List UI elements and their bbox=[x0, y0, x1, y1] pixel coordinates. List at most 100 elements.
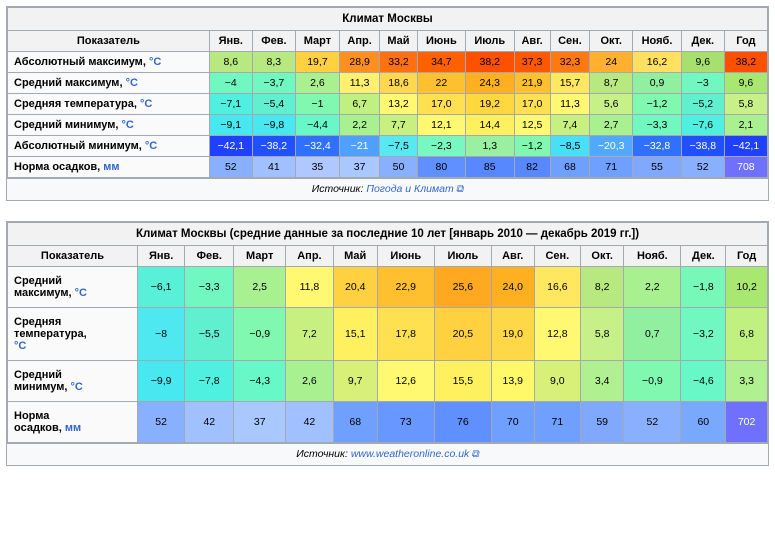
data-cell: −42,1 bbox=[209, 136, 252, 157]
data-cell: 17,0 bbox=[514, 94, 550, 115]
data-cell: 28,9 bbox=[340, 52, 380, 73]
data-cell: 42 bbox=[185, 402, 234, 443]
data-cell: −3 bbox=[681, 73, 724, 94]
data-cell: 11,8 bbox=[286, 267, 333, 308]
data-cell: 15,1 bbox=[333, 308, 377, 361]
data-cell: 12,1 bbox=[417, 115, 465, 136]
table-title: Климат Москвы bbox=[8, 8, 768, 31]
data-cell: 7,4 bbox=[550, 115, 589, 136]
data-cell: −38,8 bbox=[681, 136, 724, 157]
data-cell: 2,5 bbox=[234, 267, 286, 308]
data-cell: 8,3 bbox=[252, 52, 295, 73]
data-cell: 24,3 bbox=[466, 73, 514, 94]
row-label: Абсолютный максимум, °C bbox=[8, 52, 210, 73]
data-cell: 37,3 bbox=[514, 52, 550, 73]
data-cell: 17,8 bbox=[377, 308, 434, 361]
data-cell: −4 bbox=[209, 73, 252, 94]
col-header: Сен. bbox=[550, 31, 589, 52]
data-cell: −32,8 bbox=[633, 136, 681, 157]
source-link-2[interactable]: www.weatheronline.co.uk bbox=[351, 448, 469, 460]
data-cell: 12,5 bbox=[514, 115, 550, 136]
unit-link[interactable]: °C bbox=[149, 56, 161, 68]
data-cell: 702 bbox=[726, 402, 768, 443]
col-header: Июль bbox=[466, 31, 514, 52]
data-cell: 25,6 bbox=[434, 267, 491, 308]
data-cell: −38,2 bbox=[252, 136, 295, 157]
col-header: Окт. bbox=[581, 246, 624, 267]
unit-link[interactable]: °C bbox=[14, 340, 26, 352]
data-cell: −4,3 bbox=[234, 361, 286, 402]
unit-link[interactable]: °C bbox=[140, 98, 152, 110]
data-cell: 70 bbox=[491, 402, 534, 443]
col-header: Год bbox=[726, 246, 768, 267]
data-cell: 52 bbox=[209, 157, 252, 178]
data-cell: 16,2 bbox=[633, 52, 681, 73]
data-cell: −42,1 bbox=[724, 136, 767, 157]
col-header: Авг. bbox=[491, 246, 534, 267]
col-header: Фев. bbox=[185, 246, 234, 267]
row-label: Средняятемпература,°C bbox=[8, 308, 138, 361]
data-cell: −3,3 bbox=[185, 267, 234, 308]
data-cell: 15,7 bbox=[550, 73, 589, 94]
col-header: Год bbox=[724, 31, 767, 52]
data-cell: 9,0 bbox=[534, 361, 581, 402]
data-cell: 7,7 bbox=[380, 115, 417, 136]
data-cell: 2,6 bbox=[286, 361, 333, 402]
col-header: Показатель bbox=[8, 246, 138, 267]
unit-link[interactable]: °C bbox=[75, 287, 87, 299]
data-cell: 59 bbox=[581, 402, 624, 443]
data-cell: 22,9 bbox=[377, 267, 434, 308]
unit-link[interactable]: °C bbox=[145, 140, 157, 152]
data-cell: 20,5 bbox=[434, 308, 491, 361]
data-cell: 14,4 bbox=[466, 115, 514, 136]
unit-link[interactable]: °C bbox=[126, 77, 138, 89]
data-cell: −0,9 bbox=[624, 361, 681, 402]
col-header: Авг. bbox=[514, 31, 550, 52]
data-cell: 21,9 bbox=[514, 73, 550, 94]
data-cell: −5,2 bbox=[681, 94, 724, 115]
col-header: Дек. bbox=[681, 246, 726, 267]
unit-link[interactable]: мм bbox=[65, 422, 81, 434]
row-label: Средний минимум, °C bbox=[8, 115, 210, 136]
data-cell: −1,2 bbox=[514, 136, 550, 157]
row-label: Среднийминимум, °C bbox=[8, 361, 138, 402]
data-cell: 19,0 bbox=[491, 308, 534, 361]
data-cell: −4,4 bbox=[295, 115, 339, 136]
data-cell: 18,6 bbox=[380, 73, 417, 94]
data-cell: 20,4 bbox=[333, 267, 377, 308]
data-cell: −6,1 bbox=[137, 267, 184, 308]
data-cell: −7,6 bbox=[681, 115, 724, 136]
col-header: Апр. bbox=[340, 31, 380, 52]
data-cell: −4,6 bbox=[681, 361, 726, 402]
source-link-1[interactable]: Погода и Климат bbox=[366, 183, 453, 195]
data-cell: −1 bbox=[295, 94, 339, 115]
data-cell: 22 bbox=[417, 73, 465, 94]
data-cell: 41 bbox=[252, 157, 295, 178]
data-cell: 19,2 bbox=[466, 94, 514, 115]
data-cell: 3,3 bbox=[726, 361, 768, 402]
data-cell: 82 bbox=[514, 157, 550, 178]
data-cell: −9,9 bbox=[137, 361, 184, 402]
data-cell: 52 bbox=[681, 157, 724, 178]
row-label: Средняя температура, °C bbox=[8, 94, 210, 115]
data-cell: −20,3 bbox=[590, 136, 633, 157]
data-cell: 8,6 bbox=[209, 52, 252, 73]
data-cell: 10,2 bbox=[726, 267, 768, 308]
data-cell: −2,3 bbox=[417, 136, 465, 157]
data-cell: 24,0 bbox=[491, 267, 534, 308]
data-cell: −8,5 bbox=[550, 136, 589, 157]
data-cell: 71 bbox=[534, 402, 581, 443]
data-cell: 76 bbox=[434, 402, 491, 443]
col-header: Июль bbox=[434, 246, 491, 267]
data-cell: 73 bbox=[377, 402, 434, 443]
col-header: Сен. bbox=[534, 246, 581, 267]
data-cell: 3,4 bbox=[581, 361, 624, 402]
data-cell: 52 bbox=[624, 402, 681, 443]
data-cell: 11,3 bbox=[550, 94, 589, 115]
data-cell: 5,8 bbox=[581, 308, 624, 361]
unit-link[interactable]: °C bbox=[71, 381, 83, 393]
unit-link[interactable]: мм bbox=[103, 161, 119, 173]
data-cell: 7,2 bbox=[286, 308, 333, 361]
unit-link[interactable]: °C bbox=[122, 119, 134, 131]
col-header: Май bbox=[333, 246, 377, 267]
